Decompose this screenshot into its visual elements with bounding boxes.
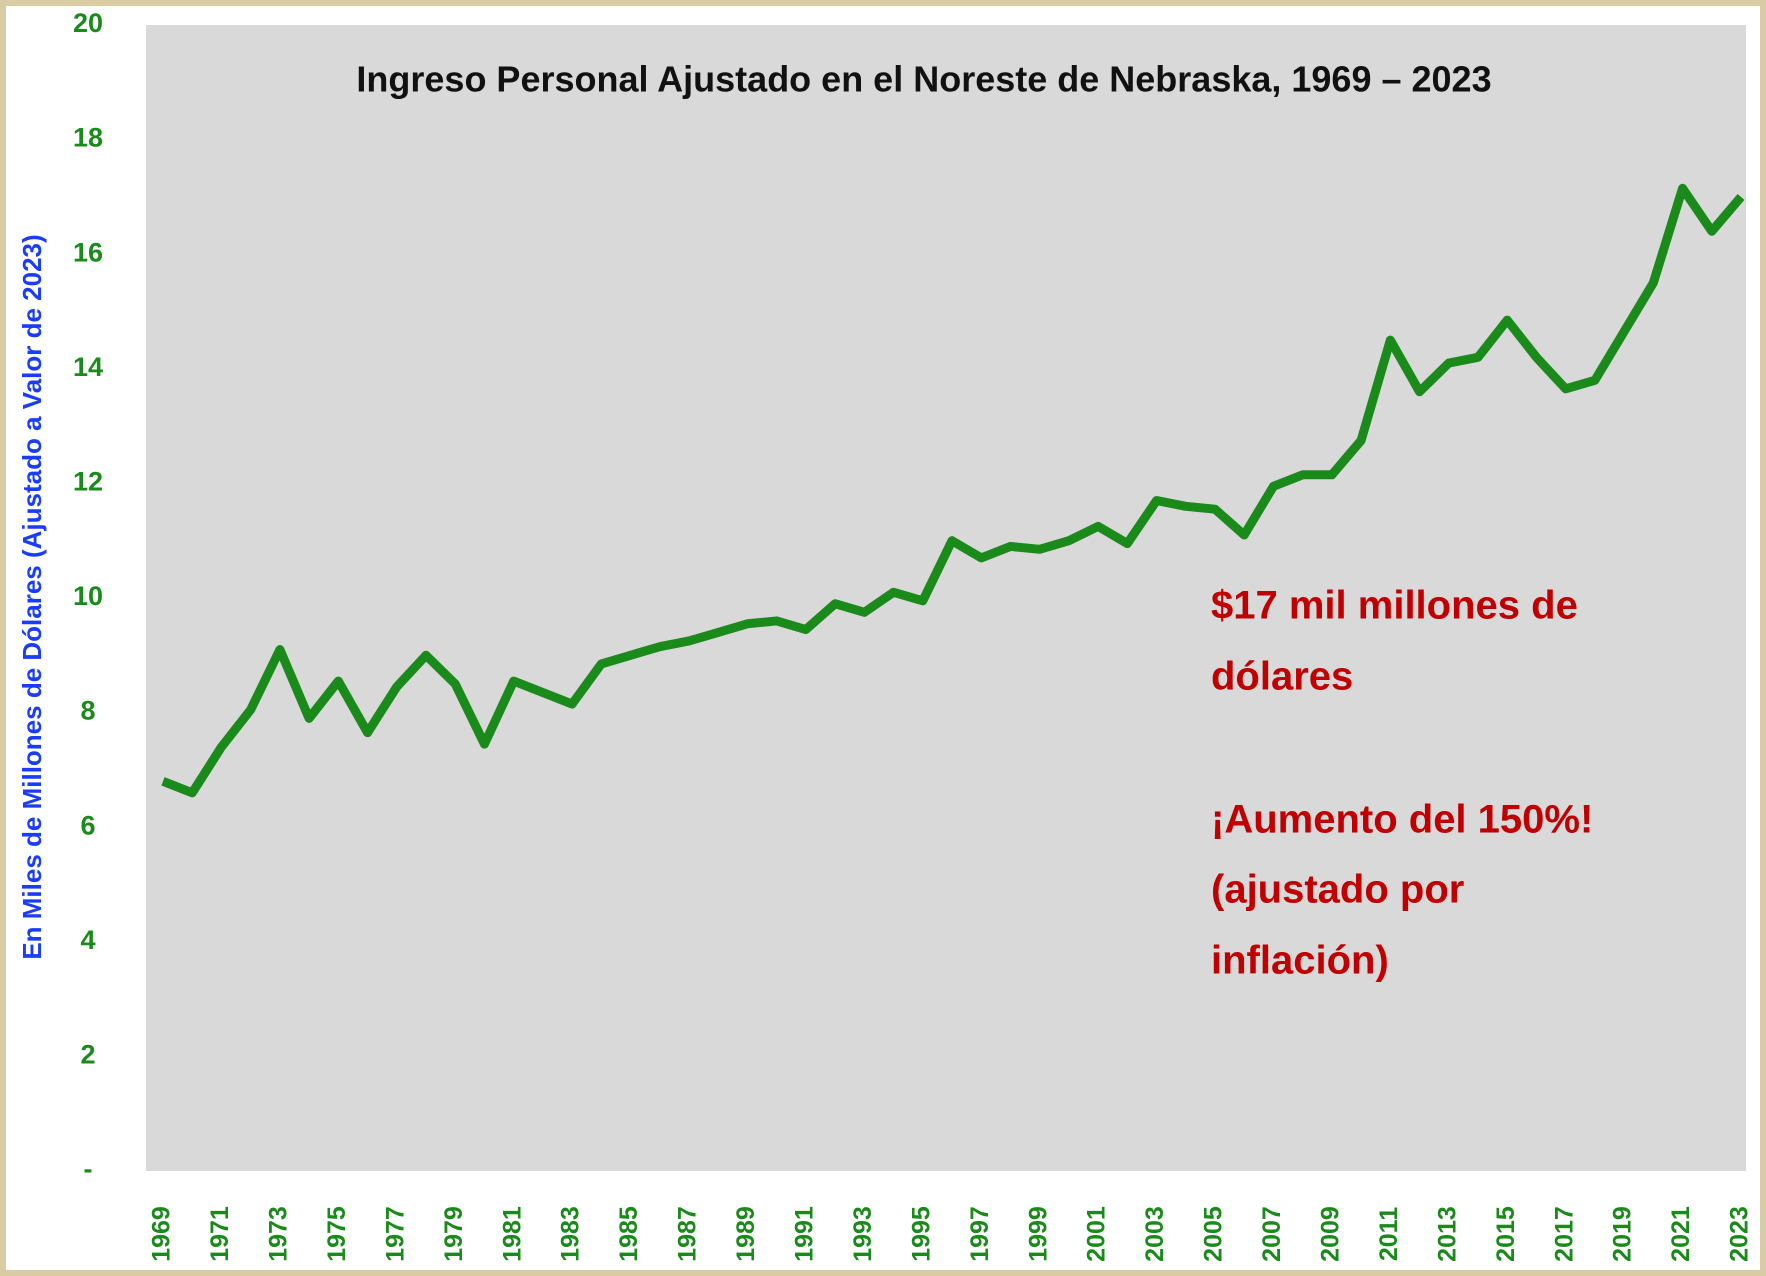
x-tick-label: 1997 [966, 1206, 994, 1262]
chart-title: Ingreso Personal Ajustado en el Noreste … [356, 59, 1491, 100]
annotation: $17 mil millones de [1211, 584, 1578, 628]
x-tick-label: 2011 [1375, 1207, 1403, 1261]
y-tick-label: 4 [80, 925, 95, 955]
y-tick-label: 12 [73, 467, 103, 497]
annotation: inflación) [1211, 939, 1389, 983]
y-tick-label: - [84, 1154, 93, 1184]
x-tick-label: 2013 [1433, 1206, 1461, 1262]
y-axis-label: En Miles de Millones de Dólares (Ajustad… [17, 234, 47, 959]
x-tick-label: 1991 [790, 1206, 818, 1262]
annotation: (ajustado por [1211, 868, 1464, 912]
x-tick-label: 1985 [615, 1206, 643, 1262]
y-tick-label: 14 [73, 352, 103, 382]
x-tick-label: 1995 [907, 1206, 935, 1262]
x-tick-label: 2001 [1083, 1206, 1111, 1262]
x-tick-label: 2023 [1726, 1206, 1754, 1262]
plot-area [146, 25, 1746, 1171]
y-tick-label: 10 [73, 581, 103, 611]
x-tick-label: 2015 [1492, 1206, 1520, 1262]
y-tick-label: 18 [73, 123, 103, 153]
x-tick-label: 1969 [148, 1206, 176, 1262]
x-tick-label: 1979 [440, 1206, 468, 1262]
x-tick-label: 1993 [849, 1206, 877, 1262]
data-line [161, 183, 1745, 798]
y-tick-label: 20 [73, 8, 103, 38]
x-tick-label: 1987 [674, 1206, 702, 1262]
x-tick-label: 2007 [1258, 1206, 1286, 1262]
x-tick-label: 2005 [1200, 1206, 1228, 1262]
x-tick-label: 1999 [1024, 1206, 1052, 1262]
x-tick-label: 2019 [1609, 1206, 1637, 1262]
annotation: dólares [1211, 655, 1353, 699]
annotation: ¡Aumento del 150%! [1211, 798, 1593, 842]
x-tick-label: 1973 [264, 1206, 292, 1262]
x-tick-label: 2009 [1316, 1206, 1344, 1262]
x-tick-label: 2021 [1667, 1206, 1695, 1262]
x-tick-label: 1977 [381, 1206, 409, 1262]
y-tick-label: 8 [80, 696, 95, 726]
x-tick-label: 1989 [732, 1206, 760, 1262]
y-tick-label: 6 [80, 810, 95, 840]
x-tick-label: 1983 [557, 1206, 585, 1262]
y-tick-label: 16 [73, 237, 103, 267]
y-tick-label: 2 [80, 1040, 95, 1070]
x-tick-label: 2017 [1550, 1206, 1578, 1262]
x-tick-label: 1975 [323, 1206, 351, 1262]
x-tick-label: 1971 [206, 1206, 234, 1262]
x-tick-label: 1981 [498, 1206, 526, 1262]
x-tick-label: 2003 [1141, 1206, 1169, 1262]
